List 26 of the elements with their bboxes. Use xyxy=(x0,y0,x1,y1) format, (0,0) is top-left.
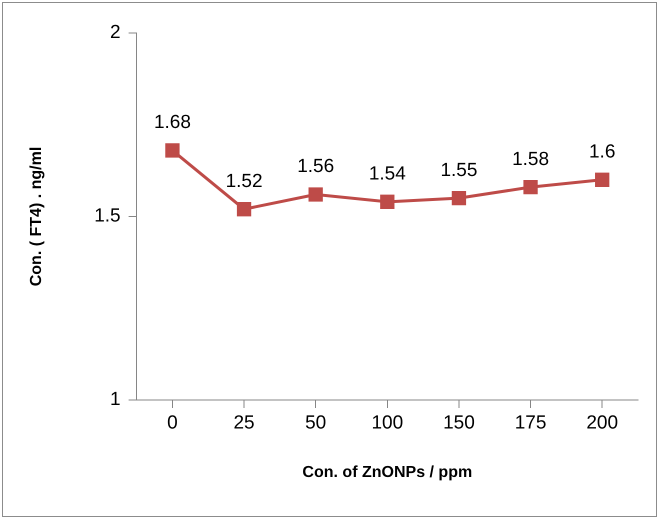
x-tick-label: 25 xyxy=(233,412,255,434)
point xyxy=(523,180,538,194)
data-label: 1.52 xyxy=(226,170,263,192)
y-tick-label: 1.5 xyxy=(94,206,121,227)
point xyxy=(165,143,180,158)
data-label: 1.56 xyxy=(297,156,334,178)
point xyxy=(236,202,252,216)
x-tick-label: 175 xyxy=(514,412,546,434)
point xyxy=(308,187,323,202)
data-label: 1.68 xyxy=(154,112,191,134)
y-tick-label: 2 xyxy=(110,22,121,44)
x-tick-label: 0 xyxy=(167,412,178,434)
data-label: 1.58 xyxy=(512,148,550,170)
point xyxy=(452,190,466,206)
data-label: 1.54 xyxy=(368,164,406,185)
y-axis-title: Con. ( FT4) . ng/ml xyxy=(28,146,46,286)
x-tick-label: 200 xyxy=(586,412,618,434)
x-tick-label: 50 xyxy=(305,412,326,434)
data-label: 1.6 xyxy=(588,142,616,163)
point xyxy=(595,172,610,187)
data-label: 1.55 xyxy=(440,160,478,181)
x-tick-label: 150 xyxy=(443,412,475,434)
x-axis-title: Con. of ZnONPs / ppm xyxy=(302,464,472,481)
point xyxy=(380,194,394,209)
y-tick-label: 1 xyxy=(110,389,121,410)
x-tick-label: 100 xyxy=(371,412,404,434)
